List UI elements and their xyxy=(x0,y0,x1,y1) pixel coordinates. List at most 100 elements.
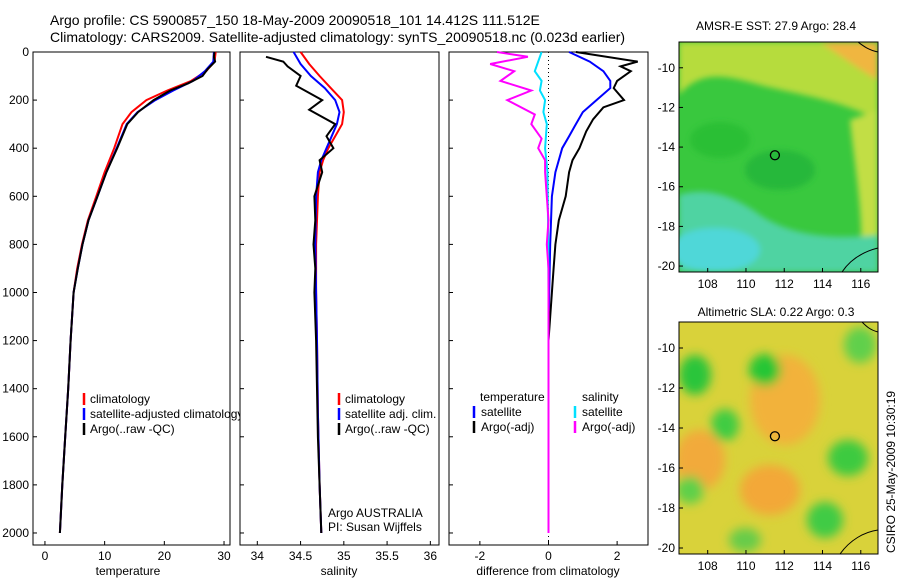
sst-map-frame xyxy=(678,41,879,273)
sla-map-title: Altimetric SLA: 0.22 Argo: 0.3 xyxy=(698,305,855,319)
depth-ytick-label: 0 xyxy=(22,45,29,59)
difference-panel: -2 0 2 temperature satellite Argo(-adj) sa… xyxy=(448,51,649,578)
temperature-xlabel: temperature xyxy=(96,564,161,578)
difference-series-salinity-argo-adj- xyxy=(489,51,550,533)
difference-legend-salinity-heading: salinity xyxy=(582,390,619,404)
salinity-xtick-label: 35.5 xyxy=(375,549,399,563)
sla_map-ytick-label: -20 xyxy=(658,541,676,555)
sla_map-xtick-label: 114 xyxy=(813,559,832,573)
side-timestamp-label: CSIRO 25-May-2009 10:30:19 xyxy=(884,391,898,553)
salinity-xtick-label: 36 xyxy=(424,549,438,563)
temperature-panel: 0 10 20 30 0 200 400 600 800 1000 1200 1400 1600 1800… xyxy=(2,45,243,578)
salinity-xtick-label: 35 xyxy=(337,549,351,563)
difference-legend: temperature satellite Argo(-adj) salinit… xyxy=(472,390,635,434)
figure-title-line1: Argo profile: CS 5900857_150 18-May-2009… xyxy=(50,12,540,28)
sla-green-patch-2 xyxy=(679,355,711,395)
sst_map-xtick-label: 110 xyxy=(736,277,755,291)
temperature-legend-climatology: climatology xyxy=(90,392,150,406)
difference-legend-temperature-heading: temperature xyxy=(480,390,545,404)
temperature-xtick-label: 20 xyxy=(158,549,172,563)
sla-map-panel: Altimetric SLA: 0.22 Argo: 0.3 108 110 112… xyxy=(658,305,879,573)
salinity-axes-box xyxy=(239,51,440,546)
salinity-legend: climatology satellite adj. clim. Argo(..… xyxy=(337,392,436,436)
sst_map-xtick-label: 114 xyxy=(813,277,832,291)
sla_map-xtick-label: 108 xyxy=(698,559,718,573)
sst-argo-float-marker xyxy=(769,150,781,161)
temperature-series-argo-raw-qc- xyxy=(58,51,217,534)
sla-coastline-ne xyxy=(861,322,878,333)
depth-ytick-label: 1200 xyxy=(2,334,29,348)
sst-coastline-se xyxy=(841,247,878,272)
sla-argo-float-marker xyxy=(769,431,781,442)
depth-ytick-label: 400 xyxy=(9,141,29,155)
sla-orange-patch-2 xyxy=(679,430,725,490)
difference-xlabel: difference from climatology xyxy=(476,564,619,578)
depth-ytick-label: 1600 xyxy=(2,430,29,444)
sst-coastline-ne xyxy=(857,42,878,53)
temperature-axes-box xyxy=(32,51,231,546)
depth-ytick-label: 2000 xyxy=(2,526,29,540)
sla_map-ytick-label: -18 xyxy=(658,501,676,515)
sst_map-ytick-label: -10 xyxy=(658,61,676,75)
depth-ytick-label: 1000 xyxy=(2,285,29,299)
sst-cyan-sw-patch xyxy=(679,228,760,272)
salinity-legend-satellite: satellite adj. clim. xyxy=(345,407,436,421)
salinity-xlabel: salinity xyxy=(321,564,358,578)
sst-map-panel: AMSR-E SST: 27.9 Argo: 28.4 108 110 112 114… xyxy=(658,19,879,291)
salinity-annotation-line1: Argo AUSTRALIA xyxy=(328,506,423,520)
salinity-series-argo-raw-qc- xyxy=(265,55,337,534)
sst-map-title: AMSR-E SST: 27.9 Argo: 28.4 xyxy=(696,19,856,33)
sst_map-ytick-label: -18 xyxy=(658,219,676,233)
sst-map-field xyxy=(679,42,878,272)
sla-green-patch-4 xyxy=(828,440,868,476)
depth-ytick-label: 800 xyxy=(9,237,29,251)
sla-green-patch-1 xyxy=(749,354,781,386)
difference-legend-sal-satellite: satellite xyxy=(582,405,623,419)
temperature-legend-satellite: satellite-adjusted climatology xyxy=(90,407,243,421)
salinity-panel: 34 34.5 35 35.5 36 climatology satellite adj… xyxy=(239,51,440,578)
sla_map-ytick-label: -14 xyxy=(658,421,676,435)
sst-yellow-east-band xyxy=(850,110,878,272)
sla_map-ytick-label: -10 xyxy=(658,341,676,355)
sla-orange-patch-3 xyxy=(740,465,800,515)
salinity-legend-argo: Argo(..raw -QC) xyxy=(345,422,430,436)
sla-green-patch-8 xyxy=(729,528,761,552)
sla-green-patch-6 xyxy=(679,476,704,504)
depth-ytick-label: 1400 xyxy=(2,382,29,396)
sla-green-patch-7 xyxy=(844,327,876,363)
figure-title-line2: Climatology: CARS2009. Satellite-adjuste… xyxy=(50,29,625,45)
sst_map-ytick-label: -14 xyxy=(658,140,676,154)
sla_map-ytick-label: -16 xyxy=(658,461,676,475)
sst-orange-ne-corner xyxy=(820,42,878,80)
sla-map-field xyxy=(679,327,876,552)
salinity-xtick-label: 34.5 xyxy=(289,549,313,563)
sst_map-ytick-label: -20 xyxy=(658,259,676,273)
sst_map-xtick-label: 108 xyxy=(698,277,718,291)
salinity-annotation-line2: PI: Susan Wijffels xyxy=(328,520,422,534)
difference-legend-temp-satellite: satellite xyxy=(481,405,522,419)
salinity-xtick-label: 34 xyxy=(251,549,265,563)
sla_map-xtick-label: 112 xyxy=(775,559,794,573)
difference-legend-sal-argo: Argo(-adj) xyxy=(582,420,635,434)
sla-coastline-se xyxy=(839,529,878,554)
temperature-xtick-label: 30 xyxy=(217,549,231,563)
sst_map-xtick-label: 116 xyxy=(851,277,870,291)
sst-green-patch-1 xyxy=(745,150,815,190)
difference-xtick-label: 0 xyxy=(545,549,552,563)
temperature-legend-argo: Argo(..raw -QC) xyxy=(90,422,175,436)
sst-yellow-north-region xyxy=(679,42,878,120)
temperature-xtick-label: 0 xyxy=(42,549,49,563)
sst_map-ytick-label: -12 xyxy=(658,100,676,114)
difference-xtick-label: 2 xyxy=(614,549,621,563)
sla_map-xtick-label: 116 xyxy=(851,559,870,573)
depth-ytick-label: 1800 xyxy=(2,478,29,492)
sst_map-ytick-label: -16 xyxy=(658,180,676,194)
temperature-xtick-label: 10 xyxy=(98,549,112,563)
sla_map-ytick-label: -12 xyxy=(658,381,676,395)
salinity-legend-climatology: climatology xyxy=(345,392,405,406)
sla-map-frame xyxy=(678,321,879,555)
sla-green-patch-5 xyxy=(807,502,843,538)
depth-ytick-label: 200 xyxy=(9,93,29,107)
temperature-legend: climatology satellite-adjusted climatolo… xyxy=(82,392,243,436)
